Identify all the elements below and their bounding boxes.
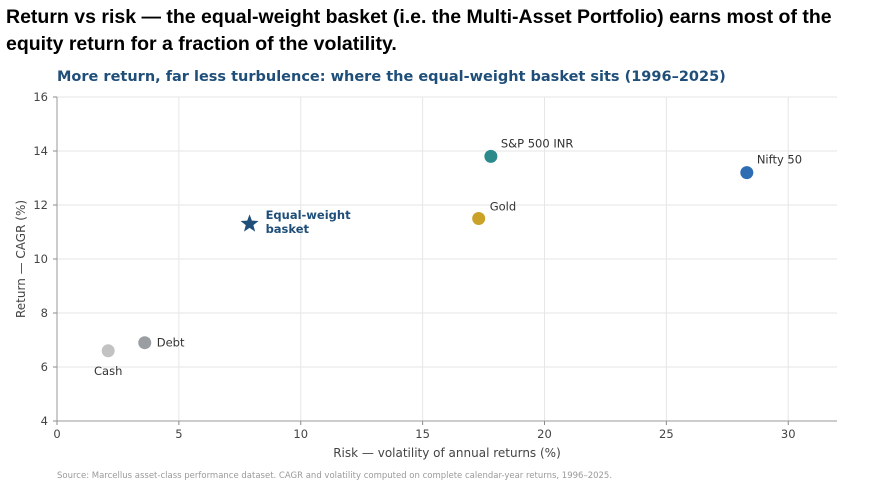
x-tick-label: 0 — [53, 427, 60, 441]
x-tick-label: 25 — [659, 427, 674, 441]
point-label-gold: Gold — [490, 200, 516, 214]
chart-title: More return, far less turbulence: where … — [57, 69, 726, 85]
grid — [56, 96, 837, 422]
x-axis-label: Risk — volatility of annual returns (%) — [333, 446, 561, 460]
x-tick-label: 30 — [781, 427, 796, 441]
y-tick-label: 8 — [41, 306, 48, 320]
y-tick-label: 12 — [33, 198, 48, 212]
y-tick-label: 10 — [33, 252, 48, 266]
point-label-cash: Cash — [94, 364, 122, 378]
axes: 0 5 10 15 20 25 30 4 6 8 10 12 14 16 — [33, 90, 837, 441]
y-tick-label: 14 — [33, 144, 48, 158]
y-tick-label: 4 — [41, 414, 48, 428]
point-label-s-p-500-inr: S&P 500 INR — [501, 136, 573, 150]
point-labels: Cash Debt Equal-weight basket Gold S&P 500 IN… — [94, 136, 802, 377]
point-gold — [472, 212, 486, 225]
point-label-debt: Debt — [157, 336, 185, 350]
page-heading: Return vs risk — the equal-weight basket… — [6, 6, 832, 55]
y-axis-label: Return — CAGR (%) — [14, 200, 28, 318]
x-tick-label: 5 — [175, 427, 182, 441]
y-tick-label: 16 — [33, 90, 48, 104]
y-tick-label: 6 — [41, 360, 48, 374]
source-note: Source: Marcellus asset-class performanc… — [57, 471, 613, 481]
x-tick-label: 20 — [537, 427, 552, 441]
point-s-p-500-inr — [484, 149, 498, 163]
point-label-equal-weight-basket: Equal-weight basket — [266, 208, 352, 236]
x-tick-label: 15 — [415, 427, 430, 441]
point-cash — [101, 344, 115, 358]
point-nifty-50 — [740, 166, 754, 180]
point-equal-weight-basket-star — [240, 214, 259, 232]
point-label-nifty-50: Nifty 50 — [757, 153, 802, 167]
point-debt — [138, 336, 152, 350]
point-label-line: Equal-weight — [266, 208, 352, 222]
x-tick-label: 10 — [293, 427, 308, 441]
data-points — [101, 149, 754, 358]
point-label-line: basket — [266, 222, 310, 236]
